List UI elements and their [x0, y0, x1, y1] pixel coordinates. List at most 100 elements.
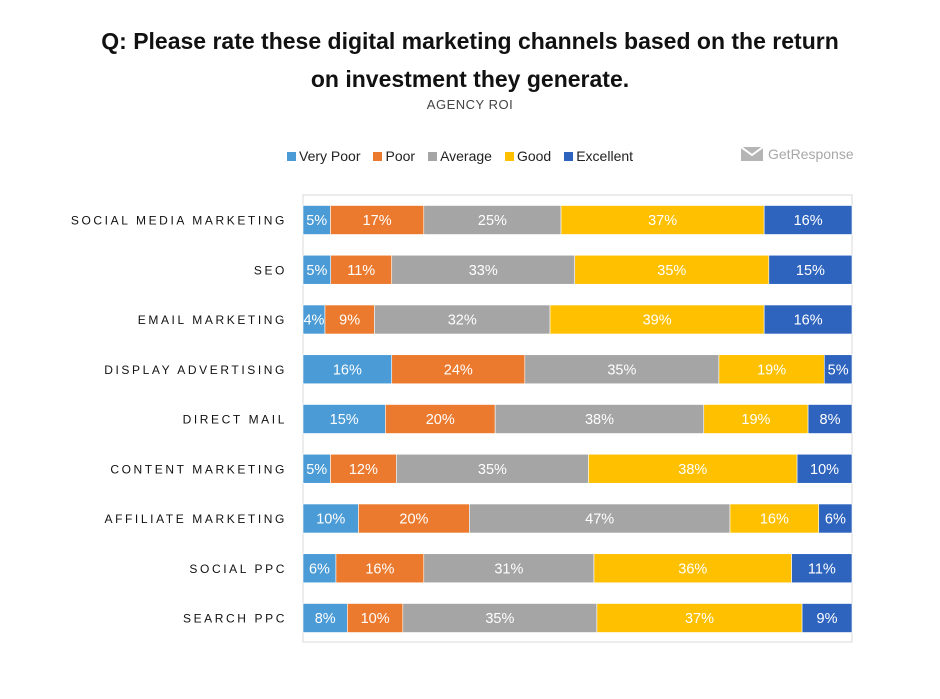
chart-legend: Very Poor Poor Average Good Excellent — [287, 147, 646, 165]
bar-content-marketing-good — [588, 453, 798, 484]
bar-affiliate-marketing-excellent — [818, 503, 853, 534]
bar-affiliate-marketing-poor — [358, 503, 470, 534]
legend-item-very-poor: Very Poor — [287, 148, 360, 164]
data-label-seo-poor: 11% — [347, 263, 375, 279]
data-label-search-ppc-average: 35% — [485, 611, 514, 627]
legend-label-average: Average — [440, 148, 492, 164]
data-label-direct-mail-poor: 20% — [426, 412, 455, 428]
data-label-email-marketing-poor: 9% — [339, 313, 360, 329]
bar-social-ppc-very-poor — [302, 553, 337, 584]
data-label-social-media-marketing-average: 25% — [478, 213, 507, 229]
bar-affiliate-marketing-very-poor — [302, 503, 359, 534]
brand-name: GetResponse — [768, 146, 854, 162]
data-label-display-advertising-average: 35% — [607, 362, 636, 378]
chart-subtitle: AGENCY ROI — [426, 97, 514, 112]
data-label-search-ppc-excellent: 9% — [817, 611, 838, 627]
bar-affiliate-marketing-good — [729, 503, 820, 534]
data-label-affiliate-marketing-average: 47% — [585, 512, 614, 528]
bar-content-marketing-average — [396, 453, 589, 484]
data-label-search-ppc-good: 37% — [685, 611, 714, 627]
data-label-affiliate-marketing-poor: 20% — [399, 512, 428, 528]
data-label-affiliate-marketing-excellent: 6% — [825, 512, 846, 528]
data-label-social-ppc-good: 36% — [678, 561, 707, 577]
data-label-direct-mail-excellent: 8% — [820, 412, 841, 428]
bar-social-ppc-poor — [335, 553, 425, 584]
bar-email-marketing-good — [549, 304, 765, 335]
data-label-social-media-marketing-good: 37% — [648, 213, 677, 229]
category-label-social-media-marketing: SOCIAL MEDIA MARKETING — [71, 214, 287, 228]
bar-search-ppc-very-poor — [302, 603, 348, 633]
bar-content-marketing-poor — [330, 453, 397, 484]
data-label-display-advertising-good: 19% — [757, 362, 786, 378]
bar-social-media-marketing-good — [560, 205, 765, 235]
legend-item-poor: Poor — [373, 148, 415, 164]
bar-social-media-marketing-excellent — [763, 205, 853, 235]
data-label-content-marketing-good: 38% — [678, 462, 707, 478]
data-label-email-marketing-good: 39% — [643, 313, 672, 329]
legend-swatch-poor — [373, 151, 383, 161]
bar-email-marketing-excellent — [763, 304, 853, 335]
legend-label-poor: Poor — [385, 148, 416, 164]
bar-seo-poor — [330, 254, 393, 285]
data-label-seo-average: 33% — [469, 263, 498, 279]
data-label-social-ppc-very-poor: 6% — [309, 561, 330, 577]
category-label-seo: SEO — [254, 263, 287, 277]
bar-social-media-marketing-very-poor — [302, 205, 331, 235]
bar-email-marketing-average — [374, 304, 551, 335]
data-label-display-advertising-very-poor: 16% — [333, 362, 362, 378]
bar-seo-excellent — [768, 254, 853, 285]
data-label-social-ppc-average: 31% — [494, 561, 523, 577]
bar-social-ppc-excellent — [791, 553, 853, 584]
data-label-seo-good: 35% — [657, 263, 686, 279]
legend-item-good: Good — [504, 148, 551, 164]
category-label-email-marketing: EMAIL MARKETING — [138, 313, 287, 327]
bar-seo-good — [574, 254, 770, 285]
bar-search-ppc-poor — [347, 603, 404, 633]
chart-title: Q: Please rate these digital marketing c… — [0, 22, 940, 98]
envelope-icon — [741, 147, 763, 161]
bar-display-advertising-excellent — [823, 354, 853, 385]
bar-content-marketing-excellent — [796, 453, 853, 484]
legend-swatch-excellent — [564, 151, 574, 161]
category-label-direct-mail: DIRECT MAIL — [183, 413, 287, 427]
data-label-affiliate-marketing-very-poor: 10% — [316, 512, 345, 528]
bar-social-media-marketing-poor — [330, 205, 425, 235]
bar-affiliate-marketing-average — [469, 503, 731, 534]
data-label-content-marketing-average: 35% — [478, 462, 507, 478]
data-label-content-marketing-excellent: 10% — [810, 462, 839, 478]
data-label-direct-mail-good: 19% — [741, 412, 770, 428]
legend-label-excellent: Excellent — [576, 148, 634, 164]
data-label-social-media-marketing-excellent: 16% — [794, 213, 823, 229]
bar-direct-mail-average — [494, 404, 705, 434]
data-label-email-marketing-very-poor: 4% — [303, 313, 324, 329]
bar-search-ppc-average — [402, 603, 598, 633]
data-label-content-marketing-poor: 12% — [349, 462, 378, 478]
data-label-seo-excellent: 15% — [796, 263, 825, 279]
category-label-content-marketing: CONTENT MARKETING — [110, 462, 287, 476]
data-label-display-advertising-poor: 24% — [444, 362, 473, 378]
data-label-direct-mail-average: 38% — [585, 412, 614, 428]
data-label-social-media-marketing-very-poor: 5% — [306, 213, 327, 229]
legend-swatch-very-poor — [287, 151, 296, 161]
bar-direct-mail-very-poor — [302, 404, 386, 434]
bar-search-ppc-excellent — [801, 603, 853, 633]
data-label-social-ppc-poor: 16% — [365, 561, 394, 577]
data-label-seo-very-poor: 5% — [306, 263, 327, 279]
legend-swatch-good — [504, 151, 514, 161]
bar-search-ppc-good — [596, 603, 803, 633]
data-label-email-marketing-excellent: 16% — [794, 313, 823, 329]
bar-social-media-marketing-average — [423, 205, 562, 235]
data-label-search-ppc-poor: 10% — [361, 611, 390, 627]
category-label-search-ppc: SEARCH PPC — [183, 612, 287, 626]
legend-item-average: Average — [428, 148, 492, 164]
bar-seo-very-poor — [302, 254, 332, 285]
legend-label-very-poor: Very Poor — [299, 148, 361, 164]
data-label-social-media-marketing-poor: 17% — [363, 213, 392, 229]
category-label-affiliate-marketing: AFFILIATE MARKETING — [104, 512, 287, 526]
category-label-display-advertising: DISPLAY ADVERTISING — [104, 363, 287, 377]
data-label-direct-mail-very-poor: 15% — [330, 412, 359, 428]
bar-direct-mail-good — [703, 404, 809, 434]
legend-swatch-average — [428, 151, 438, 161]
bar-direct-mail-poor — [385, 404, 496, 434]
